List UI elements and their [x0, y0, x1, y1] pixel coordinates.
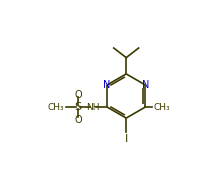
Text: CH₃: CH₃ [153, 103, 170, 112]
Text: O: O [74, 89, 82, 100]
Text: N: N [103, 80, 111, 90]
Text: N: N [142, 80, 149, 90]
Text: NH: NH [86, 103, 100, 112]
Text: S: S [75, 102, 82, 112]
Text: O: O [74, 114, 82, 125]
Text: CH₃: CH₃ [48, 103, 64, 112]
Text: I: I [125, 134, 128, 144]
